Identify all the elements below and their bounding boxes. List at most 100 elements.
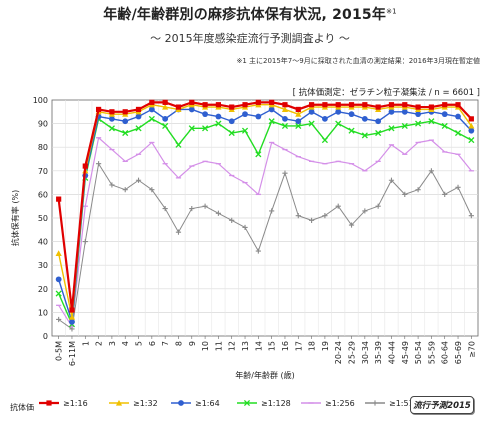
data-point [188,125,195,132]
y-tick-label: 60 [38,190,48,199]
legend-title: 抗体価 [10,403,34,412]
data-point [468,127,475,134]
data-point [308,108,315,115]
data-point [361,115,368,122]
x-tick-label: 3 [108,341,117,346]
legend-item: ≥1:16 [38,396,88,410]
data-point [255,248,261,254]
x-tick-label: 55-59 [427,341,436,364]
chart-subtitle: ～ 2015年度感染症流行予測調査より ～ [150,32,350,45]
x-tick-label: ≥70 [467,341,476,358]
x-tick-label: 40-44 [387,341,396,364]
legend-label: ≥1:512 [389,398,419,408]
data-point [202,203,208,209]
data-point [415,120,422,127]
legend-label: ≥1:256 [325,398,355,408]
title-footnote-mark: ※1 [386,7,397,16]
data-point [242,224,248,231]
data-point [468,213,474,219]
chart-title: 年齢/年齢群別の麻疹抗体保有状況, 2015年※1 [103,7,397,23]
data-point [375,129,382,137]
x-tick-label: 60-64 [441,341,450,364]
x-tick-label: 16 [281,341,290,351]
data-point [468,137,475,144]
data-point [295,122,302,130]
data-point [229,217,235,223]
data-point [162,99,168,105]
data-point [415,111,421,118]
data-point [441,111,448,118]
x-tick-label: 9 [188,341,197,346]
data-point [375,118,382,125]
data-point [295,111,302,117]
legend-label: ≥1:32 [133,398,158,408]
series-line [58,137,472,328]
data-point [335,102,341,108]
footnote: ※1 主に2015年7～9月に採取された血清の測定結果：2016年3月現在暫定値 [236,57,480,65]
data-point [402,102,408,108]
data-point [228,129,235,137]
data-point [162,205,168,212]
y-tick-label: 10 [38,308,48,317]
series-group [55,99,475,332]
x-tick-label: 6 [148,341,157,346]
x-tick-label: 5 [135,341,144,346]
data-point [68,314,76,320]
data-point [149,187,155,193]
data-point [282,115,288,122]
data-point [428,118,435,125]
data-point [162,103,169,110]
data-point [415,187,421,193]
data-point [321,137,328,144]
data-point [335,120,342,127]
data-point [295,106,301,113]
y-tick-label: 90 [38,120,48,129]
series-4 [55,115,475,328]
data-point [175,104,182,110]
legend-swatch [365,400,385,406]
data-point [241,127,249,134]
data-point [175,229,182,235]
data-point [255,151,262,158]
data-point [455,113,461,120]
data-point [388,177,395,183]
data-point [55,250,62,256]
data-point [361,132,368,139]
data-point [441,122,448,130]
x-tick-label: 19 [321,341,330,351]
legend-label: ≥1:64 [195,398,220,408]
data-point [348,102,355,108]
data-point [109,115,115,122]
data-point [122,129,129,137]
data-point [388,102,395,108]
data-point [281,122,289,130]
data-point [362,102,368,108]
data-point [115,399,123,406]
x-tick-label: 30-34 [361,341,370,364]
y-tick-label: 50 [38,214,48,223]
data-point [428,104,435,110]
data-point [335,203,341,209]
data-point [135,125,142,132]
data-point [95,106,102,113]
x-tick-label: 6-11M [68,341,77,366]
data-point [178,400,184,406]
data-point [268,118,275,125]
data-point [122,187,128,193]
data-point [428,168,435,174]
data-point [109,109,115,115]
legend-item: ≥1:64 [170,396,220,410]
legend-swatch [301,402,321,404]
data-point [455,102,461,108]
x-tick-label: 10 [201,341,210,351]
forecast-badge: 流行予測2015 [410,396,474,414]
data-point [269,208,275,214]
data-point [255,99,261,105]
x-tick-label: 1 [81,341,90,346]
x-tick-label: 45-49 [401,341,410,364]
data-point [375,104,381,110]
data-point [308,120,315,127]
data-point [122,118,129,125]
data-point [308,102,315,108]
